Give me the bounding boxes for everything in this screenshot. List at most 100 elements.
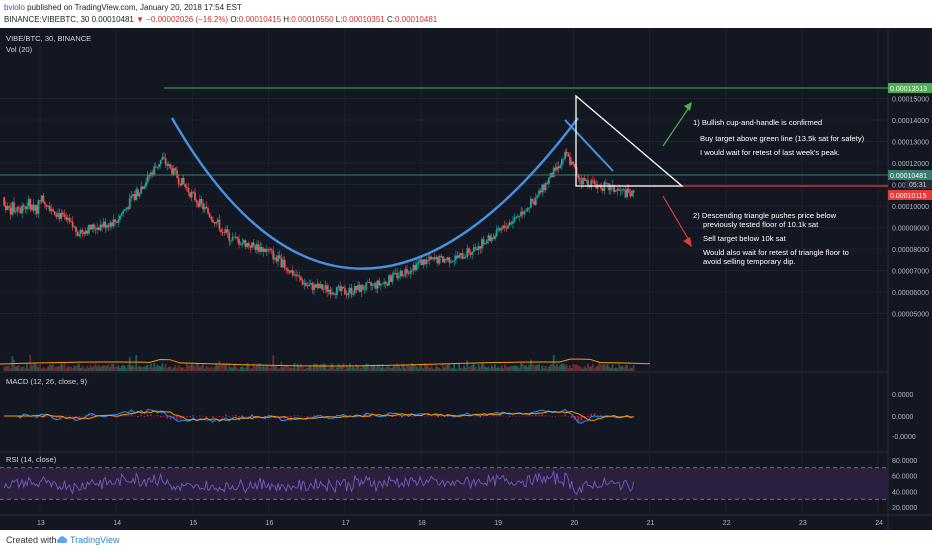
macd-histogram-bar bbox=[159, 416, 162, 418]
candle-body bbox=[127, 207, 130, 209]
candle-body bbox=[402, 275, 405, 277]
candle-body bbox=[94, 228, 97, 230]
volume-bar bbox=[172, 367, 175, 371]
volume-bar bbox=[567, 368, 570, 371]
candle-body bbox=[466, 248, 469, 257]
volume-bar bbox=[288, 367, 291, 371]
volume-bar bbox=[560, 363, 563, 371]
candle-body bbox=[104, 221, 107, 228]
close-value: 0.00010481 bbox=[394, 15, 438, 24]
price-tick-label: 0.00007000 bbox=[892, 269, 929, 276]
volume-bar bbox=[534, 365, 537, 371]
volume-bar bbox=[335, 367, 338, 371]
handle-line[interactable] bbox=[564, 119, 614, 172]
volume-bar bbox=[329, 365, 332, 371]
descending-triangle[interactable] bbox=[575, 94, 684, 187]
price-tick-label: 0.00013000 bbox=[892, 140, 929, 147]
cup-curve[interactable] bbox=[170, 117, 579, 270]
macd-histogram-bar bbox=[495, 414, 498, 417]
candle-body bbox=[505, 227, 508, 229]
candle-body bbox=[570, 161, 573, 165]
chart-area[interactable]: 1) Bullish cup-and-handle is confirmed B… bbox=[0, 28, 932, 530]
candle-body bbox=[425, 259, 428, 265]
volume-bar bbox=[210, 366, 213, 371]
volume-bar bbox=[513, 365, 516, 371]
candle-body bbox=[301, 280, 304, 285]
volume-bar bbox=[65, 368, 68, 371]
bullish-arrow bbox=[662, 105, 691, 147]
price-tick-label: 0.00014000 bbox=[892, 118, 929, 125]
pair-legend[interactable]: VIBE/BTC, 30, BINANCE bbox=[6, 34, 91, 43]
rsi-legend[interactable]: RSI (14, close) bbox=[6, 455, 57, 464]
macd-legend[interactable]: MACD (12, 26, close, 9) bbox=[6, 377, 87, 386]
candle-body bbox=[427, 259, 430, 261]
volume-bar bbox=[44, 368, 46, 371]
candle-body bbox=[381, 283, 384, 285]
volume-bar bbox=[622, 367, 625, 371]
tradingview-link[interactable]: TradingView bbox=[70, 535, 120, 545]
volume-bar bbox=[182, 367, 185, 371]
volume-bar bbox=[621, 365, 624, 371]
macd-histogram-bar bbox=[463, 415, 465, 417]
candle-body bbox=[404, 269, 407, 276]
volume-bar bbox=[110, 363, 113, 371]
candle-body bbox=[417, 262, 420, 264]
volume-bar bbox=[477, 364, 480, 371]
candle-body bbox=[182, 177, 185, 185]
candle-body bbox=[238, 238, 240, 245]
volume-bar bbox=[282, 367, 284, 371]
volume-bar bbox=[632, 365, 635, 371]
candle-body bbox=[383, 281, 386, 284]
chart-svg[interactable]: 1) Bullish cup-and-handle is confirmed B… bbox=[0, 28, 932, 530]
candle-body bbox=[512, 221, 514, 224]
volume-bar bbox=[84, 368, 87, 371]
volume-bar bbox=[344, 368, 346, 371]
macd-histogram-bar bbox=[492, 415, 495, 417]
candle-body bbox=[588, 186, 591, 188]
macd-histogram-bar bbox=[205, 416, 208, 418]
candle-body bbox=[546, 183, 549, 184]
volume-bar bbox=[233, 363, 236, 371]
volume-bar bbox=[48, 364, 51, 371]
author-link[interactable]: bviolo bbox=[4, 3, 25, 12]
volume-bar bbox=[388, 366, 390, 371]
candle-body bbox=[97, 227, 100, 230]
candle-body bbox=[420, 259, 423, 265]
time-tick-label: 22 bbox=[723, 520, 731, 527]
candle-body bbox=[373, 283, 376, 285]
volume-bar bbox=[505, 366, 508, 371]
volume-bar bbox=[590, 366, 593, 371]
candle-body bbox=[580, 179, 583, 185]
volume-bar bbox=[350, 367, 353, 371]
volume-bar bbox=[482, 363, 485, 371]
candle-body bbox=[174, 168, 177, 171]
volume-bar bbox=[181, 367, 183, 371]
volume-bar bbox=[220, 365, 222, 371]
volume-bar bbox=[308, 365, 311, 371]
volume-bar bbox=[104, 365, 107, 371]
macd-histogram-bar bbox=[309, 415, 312, 417]
candle-body bbox=[205, 206, 208, 209]
candle-body bbox=[53, 211, 56, 215]
volume-bar bbox=[438, 368, 441, 371]
candle-body bbox=[536, 195, 539, 198]
volume-bar bbox=[70, 366, 72, 371]
volume-bar bbox=[187, 364, 190, 371]
candle-body bbox=[339, 286, 342, 291]
volume-legend[interactable]: Vol (20) bbox=[6, 45, 33, 54]
volume-bar bbox=[474, 366, 477, 371]
candle-body bbox=[618, 189, 620, 191]
volume-bar bbox=[107, 364, 110, 371]
candle-body bbox=[31, 204, 33, 210]
macd-histogram-bar bbox=[117, 414, 120, 417]
volume-bar bbox=[559, 364, 562, 371]
macd-histogram-bar bbox=[375, 416, 377, 417]
candle-body bbox=[17, 207, 20, 209]
volume-bar bbox=[53, 367, 56, 371]
volume-bar bbox=[577, 365, 580, 371]
volume-bar bbox=[146, 364, 149, 371]
volume-bar bbox=[3, 366, 6, 371]
macd-histogram-bar bbox=[489, 415, 491, 417]
candle-body bbox=[264, 248, 266, 252]
volume-bar bbox=[497, 366, 500, 371]
